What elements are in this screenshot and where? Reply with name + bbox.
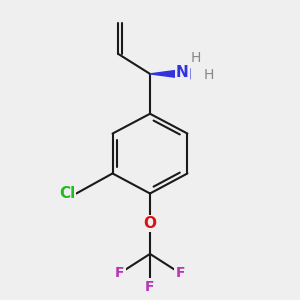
Text: Cl: Cl	[59, 186, 75, 201]
Text: N: N	[176, 65, 189, 80]
Text: H: H	[203, 68, 214, 82]
Text: F: F	[145, 280, 155, 293]
Text: O: O	[143, 216, 157, 231]
Text: F: F	[176, 266, 185, 280]
Text: F: F	[115, 266, 124, 280]
Text: H: H	[191, 51, 201, 65]
Polygon shape	[150, 69, 190, 79]
